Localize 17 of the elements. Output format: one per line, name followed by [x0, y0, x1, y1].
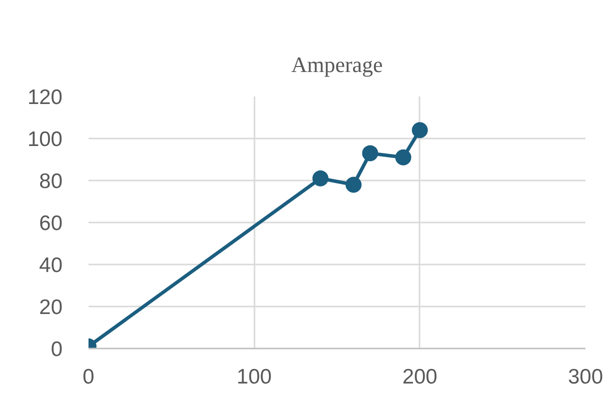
- point: [412, 122, 428, 138]
- y-tick-label: 100: [27, 128, 63, 151]
- point: [362, 145, 378, 162]
- y-tick-label: 40: [39, 254, 62, 277]
- point: [395, 149, 412, 166]
- x-tick-label: 100: [236, 366, 272, 388]
- y-tick-label: 80: [39, 170, 62, 193]
- point: [346, 176, 362, 193]
- y-tick-label: 20: [39, 296, 62, 319]
- y-tick-label: 120: [27, 86, 63, 109]
- x-tick-label: 0: [82, 366, 94, 388]
- y-tick-label: 0: [50, 338, 63, 361]
- y-tick-label: 60: [39, 212, 62, 235]
- x-tick-label: 300: [568, 366, 604, 388]
- x-tick-label: 200: [402, 366, 438, 388]
- point: [312, 170, 328, 186]
- chart-title: Amperage: [291, 52, 383, 77]
